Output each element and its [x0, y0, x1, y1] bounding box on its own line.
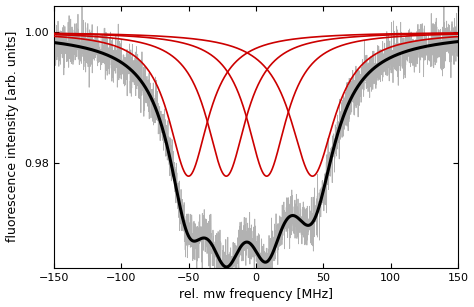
X-axis label: rel. mw frequency [MHz]: rel. mw frequency [MHz]: [179, 289, 333, 301]
Y-axis label: fluorescence intensity [arb. units]: fluorescence intensity [arb. units]: [6, 31, 18, 243]
